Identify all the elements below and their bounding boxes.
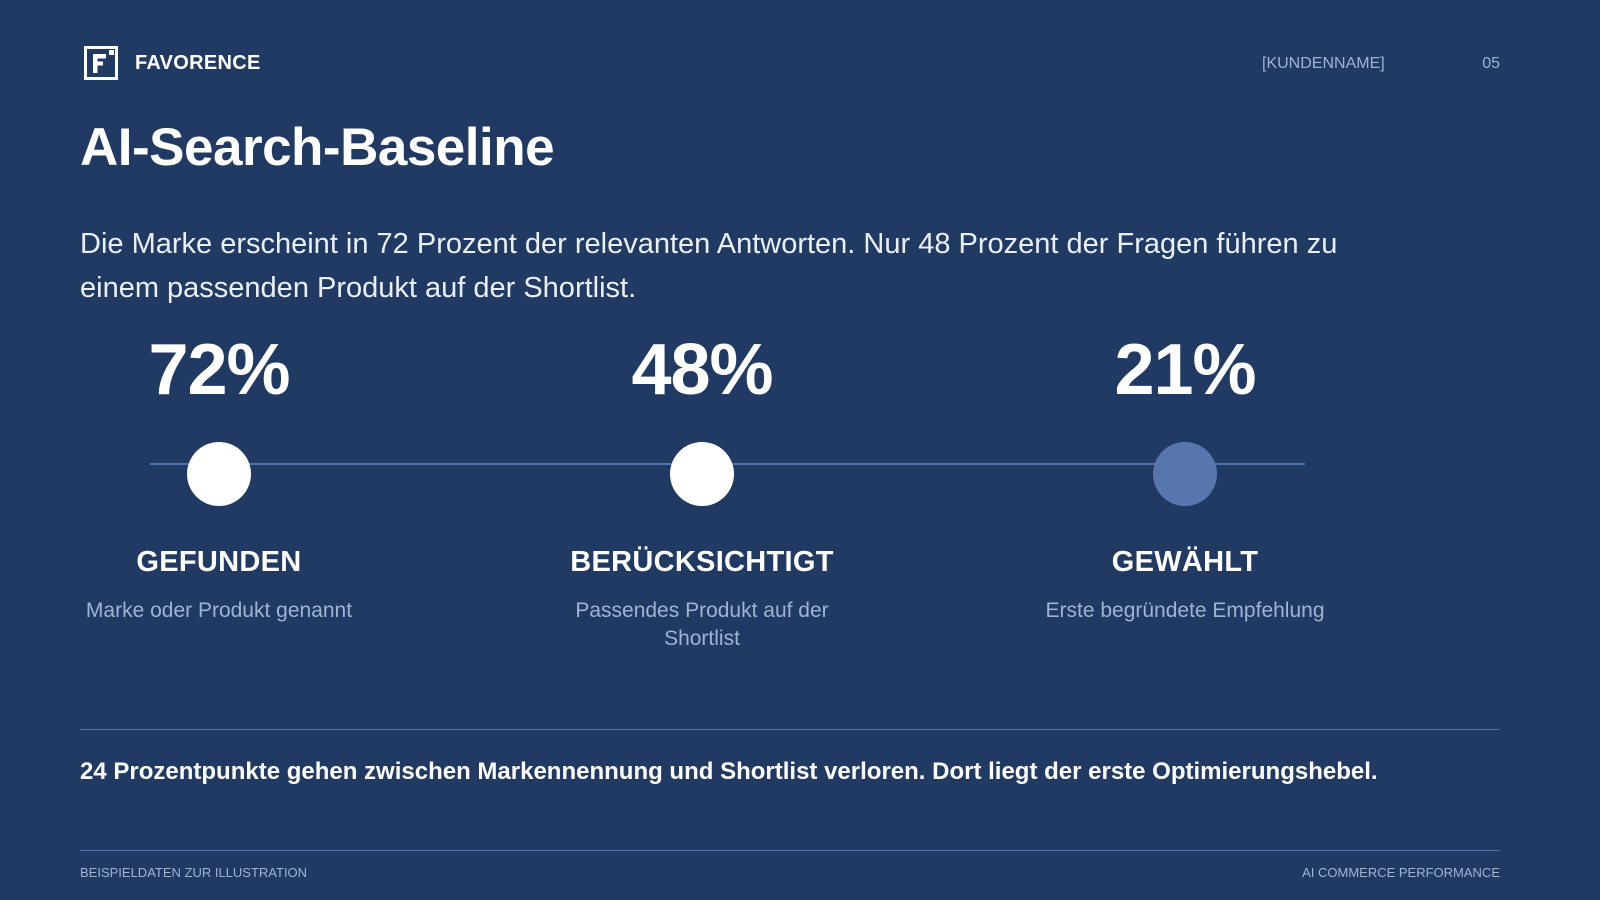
logo: FAVORENCE bbox=[84, 46, 261, 80]
divider-bottom bbox=[80, 850, 1500, 851]
stage-dot bbox=[670, 442, 734, 506]
stage-dot bbox=[1153, 442, 1217, 506]
slide-lead: Die Marke erscheint in 72 Prozent der re… bbox=[80, 228, 1338, 304]
divider-top bbox=[80, 729, 1500, 730]
brand-name: FAVORENCE bbox=[135, 51, 261, 74]
page-number: 05 bbox=[1482, 55, 1500, 72]
stage-description: Erste begründete Empfehlung bbox=[1045, 599, 1325, 622]
stage-gewaehlt: 21% GEWÄHLT Erste begründete Empfehlung bbox=[1025, 320, 1345, 625]
slide-title: AI-Search-Baseline bbox=[80, 118, 555, 177]
stage-dot bbox=[187, 442, 251, 506]
stage-label: GEFUNDEN bbox=[136, 546, 302, 578]
funnel-stages: 72% GEFUNDEN Marke oder Produkt genannt … bbox=[0, 320, 1600, 660]
stage-description: Marke oder Produkt genannt bbox=[85, 599, 353, 622]
stage-value: 21% bbox=[1114, 330, 1256, 410]
stage-label: GEWÄHLT bbox=[1111, 546, 1259, 578]
stage-label: BERÜCKSICHTIGT bbox=[570, 546, 834, 578]
stage-beruecksichtigt: 48% BERÜCKSICHTIGT Passendes Produkt auf… bbox=[542, 320, 862, 653]
footer-note: BEISPIELDATEN ZUR ILLUSTRATION bbox=[80, 865, 308, 880]
stage-description: Passendes Produkt auf der Shortlist bbox=[575, 599, 829, 650]
stage-gefunden: 72% GEFUNDEN Marke oder Produkt genannt bbox=[59, 320, 379, 625]
footer-section: AI COMMERCE PERFORMANCE bbox=[1302, 865, 1500, 880]
client-name: [KUNDENNAME] bbox=[1262, 55, 1385, 72]
stage-value: 48% bbox=[631, 330, 773, 410]
stage-value: 72% bbox=[148, 330, 290, 410]
key-takeaway: 24 Prozentpunkte gehen zwischen Markenne… bbox=[80, 758, 1378, 785]
favorence-f-logo-icon bbox=[84, 46, 118, 80]
